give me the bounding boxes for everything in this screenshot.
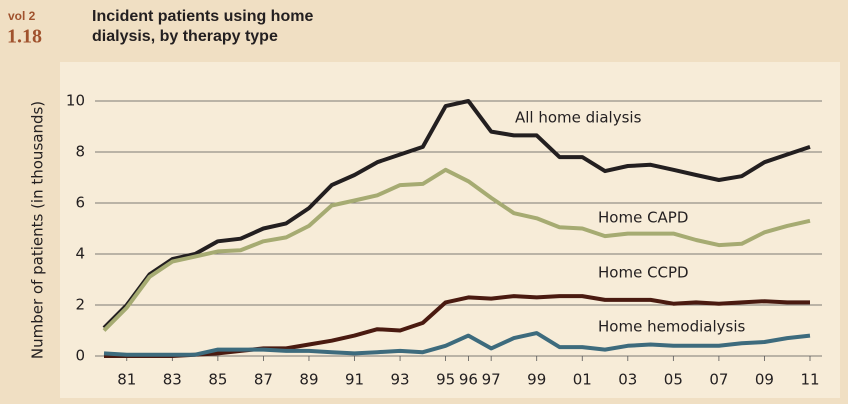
x-tick-label: 81	[117, 371, 136, 389]
x-tick-label: 83	[163, 371, 182, 389]
chart-title: dialysis, by therapy type	[92, 28, 278, 45]
x-tick-label: 87	[254, 371, 273, 389]
x-tick-label: 01	[573, 371, 592, 389]
chart-title: Incident patients using home	[92, 8, 313, 25]
x-tick-label: 09	[755, 371, 774, 389]
y-tick-label: 0	[75, 347, 85, 365]
x-tick-label: 03	[618, 371, 637, 389]
series-label: Home CAPD	[598, 209, 688, 227]
figure-number: 1.18	[7, 26, 42, 48]
x-tick-label: 96	[459, 371, 478, 389]
y-axis-label: Number of patients (in thousands)	[29, 101, 47, 359]
y-tick-label: 6	[75, 194, 85, 212]
x-tick-label: 05	[664, 371, 683, 389]
x-tick-label: 91	[345, 371, 364, 389]
plot-panel	[60, 62, 840, 398]
series-label: All home dialysis	[515, 109, 642, 127]
x-tick-label: 95	[436, 371, 455, 389]
x-tick-label: 93	[391, 371, 410, 389]
x-tick-label: 89	[299, 371, 318, 389]
series-label: Home CCPD	[598, 264, 689, 282]
series-line	[104, 294, 810, 358]
series-line	[103, 331, 811, 357]
x-tick-label: 85	[208, 371, 227, 389]
x-tick-label: 11	[800, 371, 819, 389]
series-label: Home hemodialysis	[598, 318, 745, 336]
x-tick-label: 97	[482, 371, 501, 389]
y-tick-label: 2	[75, 296, 85, 314]
volume: vol 2	[8, 9, 36, 23]
series-line	[102, 99, 811, 330]
y-tick-label: 10	[66, 92, 85, 110]
y-tick-label: 4	[75, 245, 85, 263]
y-tick-label: 8	[75, 143, 85, 161]
x-tick-label: 99	[527, 371, 546, 389]
series-line	[102, 167, 811, 332]
x-tick-label: 07	[709, 371, 728, 389]
